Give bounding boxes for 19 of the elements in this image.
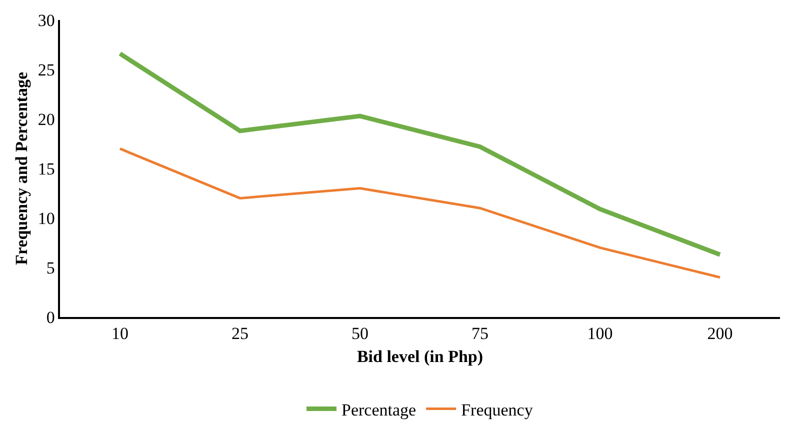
x-tick-label: 75 [472,324,488,344]
x-tick-label: 200 [707,324,733,344]
legend-label: Frequency [461,400,534,420]
x-tick-label: 10 [112,324,128,344]
x-tick-label: 25 [232,324,248,344]
y-tick-label: 10 [38,208,55,228]
legend-label: Percentage [342,400,416,420]
y-tick-label: 15 [38,159,55,178]
line-series [118,51,722,257]
x-tick-label: 50 [352,324,368,344]
y-axis-title: Frequency and Percentage [12,72,31,265]
y-tick-label: 5 [46,258,55,278]
y-tick-label: 0 [46,308,55,327]
y-tick-label: 25 [38,60,55,80]
line-series [118,147,722,279]
y-tick-label: 30 [38,10,55,30]
x-tick-label: 100 [587,324,613,344]
y-tick-label: 20 [38,110,55,129]
x-axis-title: Bid level (in Php) [356,347,484,366]
